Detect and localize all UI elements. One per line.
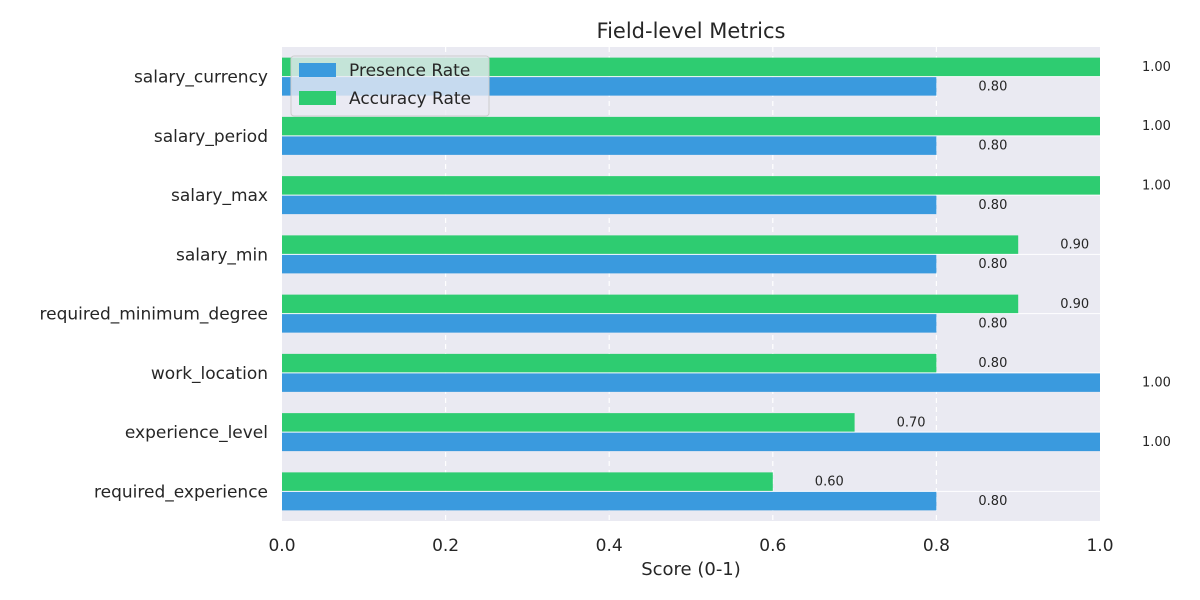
value-label-presence-required_minimum_degree: 0.80 bbox=[978, 316, 1007, 331]
bar-accuracy-salary_max bbox=[282, 176, 1100, 195]
bar-accuracy-salary_period bbox=[282, 116, 1100, 136]
x-tick-label: 0.4 bbox=[596, 536, 623, 556]
x-tick-label: 0.6 bbox=[759, 536, 786, 556]
value-label-accuracy-work_location: 0.80 bbox=[978, 356, 1007, 371]
bar-accuracy-experience_level bbox=[282, 413, 855, 432]
value-label-accuracy-salary_max: 1.00 bbox=[1142, 178, 1171, 193]
value-label-presence-experience_level: 1.00 bbox=[1142, 435, 1171, 450]
category-label-salary_max: salary_max bbox=[171, 186, 268, 206]
category-label-salary_currency: salary_currency bbox=[134, 68, 268, 88]
category-labels: salary_currency salary_period salary_maxsa… bbox=[40, 68, 268, 503]
value-label-accuracy-salary_currency: 1.00 bbox=[1142, 60, 1171, 75]
legend-label-accuracy: Accuracy Rate bbox=[349, 89, 471, 109]
value-label-accuracy-salary_period: 1.00 bbox=[1142, 119, 1171, 134]
category-label-required_experience: required_experience bbox=[94, 482, 268, 502]
x-tick-label: 0.2 bbox=[432, 536, 459, 556]
category-label-required_minimum_degree: required_minimum_degree bbox=[40, 305, 268, 325]
category-label-salary_period: salary_period bbox=[154, 127, 268, 147]
bar-presence-required_minimum_degree bbox=[282, 314, 937, 333]
bar-presence-salary_period bbox=[282, 136, 937, 155]
value-label-accuracy-salary_min: 0.90 bbox=[1060, 238, 1089, 253]
value-label-presence-salary_max: 0.80 bbox=[978, 198, 1007, 213]
value-label-presence-salary_currency: 0.80 bbox=[978, 79, 1007, 94]
x-tick-label: 0.0 bbox=[268, 536, 295, 556]
x-tick-labels: 0.0 0.2 0.4 0.6 0.8 1.0 bbox=[268, 536, 1113, 556]
bar-presence-experience_level bbox=[282, 432, 1100, 452]
category-label-work_location: work_location bbox=[151, 364, 268, 384]
legend-swatch-accuracy bbox=[299, 91, 336, 105]
bar-accuracy-required_experience bbox=[282, 472, 773, 491]
legend-frame bbox=[290, 55, 490, 117]
bar-presence-salary_min bbox=[282, 254, 937, 274]
category-label-salary_min: salary_min bbox=[176, 245, 268, 265]
x-tick-label: 0.8 bbox=[923, 536, 950, 556]
legend-label-presence: Presence Rate bbox=[349, 61, 470, 81]
value-label-presence-salary_period: 0.80 bbox=[978, 139, 1007, 154]
bar-accuracy-work_location bbox=[282, 353, 937, 373]
value-label-presence-work_location: 1.00 bbox=[1142, 376, 1171, 391]
x-tick-label: 1.0 bbox=[1086, 536, 1113, 556]
legend-swatch-presence bbox=[299, 63, 336, 77]
bar-accuracy-required_minimum_degree bbox=[282, 294, 1019, 314]
x-axis-label: Score (0-1) bbox=[641, 559, 741, 580]
bar-accuracy-salary_min bbox=[282, 235, 1019, 254]
value-label-presence-salary_min: 0.80 bbox=[978, 257, 1007, 272]
value-label-presence-required_experience: 0.80 bbox=[978, 494, 1007, 509]
bar-presence-required_experience bbox=[282, 491, 937, 511]
legend: Presence Rate Accuracy Rate bbox=[290, 55, 490, 117]
bar-presence-salary_max bbox=[282, 195, 937, 215]
chart-title: Field-level Metrics bbox=[597, 19, 786, 43]
value-label-accuracy-experience_level: 0.70 bbox=[897, 415, 926, 430]
value-label-accuracy-required_experience: 0.60 bbox=[815, 475, 844, 490]
value-label-accuracy-required_minimum_degree: 0.90 bbox=[1060, 297, 1089, 312]
value-labels: 1.00 0.80 1.00 0.80 1.00 0.80 0.90 0.80 0.90 0.80… bbox=[815, 60, 1171, 509]
category-label-experience_level: experience_level bbox=[125, 423, 268, 443]
bar-presence-work_location bbox=[282, 373, 1100, 392]
